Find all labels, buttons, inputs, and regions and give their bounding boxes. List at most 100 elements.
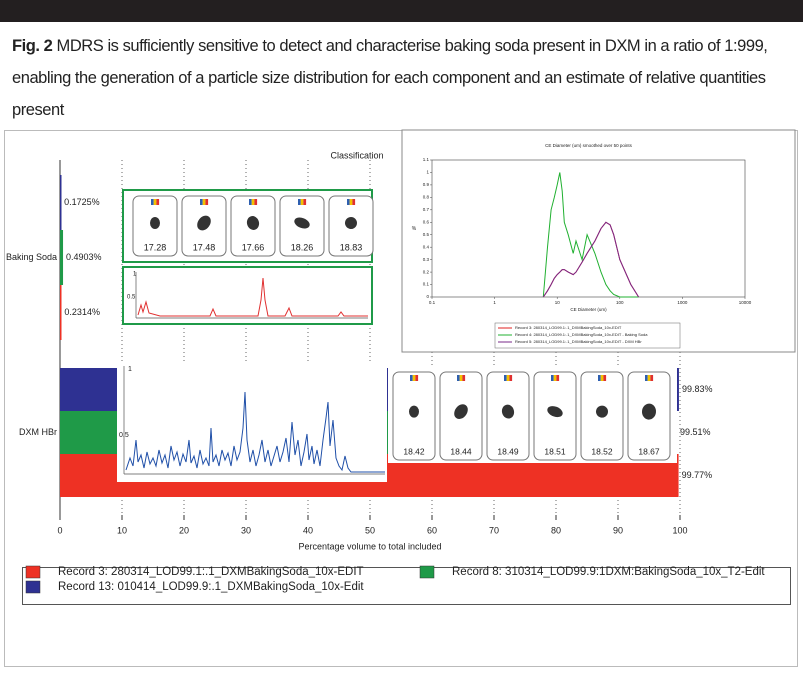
x-axis-title: CE Diameter (um)	[570, 307, 607, 312]
tile-marker	[303, 199, 306, 205]
particle-size: 18.83	[340, 242, 363, 252]
particle-size: 18.51	[544, 446, 566, 456]
tile-marker	[205, 199, 208, 205]
x-tick-label: 50	[365, 525, 375, 535]
bar	[60, 175, 62, 230]
x-tick-label: 0.1	[429, 300, 436, 305]
legend-swatch	[26, 566, 40, 578]
caption-label: Fig. 2	[12, 37, 52, 55]
tile-marker	[554, 375, 557, 381]
particle	[150, 217, 160, 229]
tile-marker	[507, 375, 510, 381]
particle-size: 17.66	[242, 242, 265, 252]
tile-marker	[648, 375, 651, 381]
y-axis-title: %	[412, 226, 417, 232]
y-tick-label: 0.4	[423, 244, 430, 249]
particle-size: 18.44	[450, 446, 472, 456]
legend-label: Record 8: 310314_LOD99.9:1DXM:BakingSoda…	[452, 566, 765, 578]
tile-marker	[460, 375, 463, 381]
tile-marker	[509, 375, 512, 381]
value-label: 0.1725%	[64, 197, 100, 207]
tile-marker	[203, 199, 206, 205]
x-tick-label: 1000	[677, 300, 688, 305]
tile-marker	[347, 199, 350, 205]
header-bar	[0, 0, 803, 22]
x-tick-label: 70	[489, 525, 499, 535]
tile-marker	[301, 199, 304, 205]
tile-marker	[457, 375, 460, 381]
bar	[60, 285, 62, 340]
tile-marker	[410, 375, 413, 381]
bar	[60, 230, 63, 285]
y-tick-label: 0.9	[423, 182, 430, 187]
y-tick-label: 0.3	[423, 257, 430, 262]
particle-size: 18.67	[638, 446, 660, 456]
particle	[409, 406, 419, 418]
x-axis-title: Percentage volume to total included	[298, 541, 441, 551]
particle-size: 17.28	[144, 242, 167, 252]
legend-label: Record 4: 280314_LOD99.1:.1_DXMBakingSod…	[515, 332, 648, 337]
x-tick-label: 40	[303, 525, 313, 535]
spectrum-panel	[123, 267, 372, 324]
tile-marker	[413, 375, 416, 381]
y-tick-label: 0.8	[423, 195, 430, 200]
x-tick-label: 0	[57, 525, 62, 535]
tile-marker	[350, 199, 353, 205]
caption-text: MDRS is sufficiently sensitive to detect…	[12, 37, 767, 119]
x-tick-label: 100	[672, 525, 687, 535]
page: Classification0102030405060708090100Perc…	[0, 0, 803, 675]
y-tick-label: 0.6	[423, 219, 430, 224]
caption: Fig. 2 MDRS is sufficiently sensitive to…	[12, 30, 794, 126]
chart-title: Classification	[330, 150, 383, 160]
legend-label: Record 5: 280314_LOD99.1:.1_DXMBakingSod…	[515, 339, 642, 344]
spectrum-tick: 1	[128, 366, 132, 373]
y-tick-label: 0.5	[423, 232, 430, 237]
tile-marker	[252, 199, 255, 205]
y-tick-label: 1.1	[423, 157, 430, 162]
tile-marker	[650, 375, 653, 381]
value-label: 99.51%	[680, 427, 711, 437]
tile-marker	[645, 375, 648, 381]
x-tick-label: 80	[551, 525, 561, 535]
x-tick-label: 10000	[739, 300, 752, 305]
tile-marker	[556, 375, 559, 381]
y-tick-label: Baking Soda	[6, 252, 57, 262]
x-tick-label: 10	[555, 300, 561, 305]
tile-marker	[254, 199, 257, 205]
tile-marker	[598, 375, 601, 381]
particle-size: 18.26	[291, 242, 314, 252]
x-tick-label: 90	[613, 525, 623, 535]
spectrum-tick: 0.5	[127, 295, 136, 301]
tile-marker	[249, 199, 252, 205]
tile-marker	[504, 375, 507, 381]
particle-size: 18.49	[497, 446, 519, 456]
y-tick-label: DXM HBr	[19, 427, 57, 437]
y-tick-label: 0.7	[423, 207, 430, 212]
particle-size: 18.42	[403, 446, 425, 456]
y-tick-label: 0.2	[423, 269, 430, 274]
tile-marker	[298, 199, 301, 205]
tile-marker	[603, 375, 606, 381]
value-label: 0.2314%	[64, 307, 100, 317]
spectrum-tick: 0.5	[119, 432, 129, 439]
legend-label: Record 3: 280314_LOD99.1:.1_DXMBakingSod…	[58, 566, 364, 578]
value-label: 0.4903%	[66, 252, 102, 262]
y-tick-label: 0.1	[423, 282, 430, 287]
tile-marker	[551, 375, 554, 381]
value-label: 99.77%	[682, 470, 713, 480]
chart-title: CE Diameter (um) smoothed over 50 points	[545, 143, 633, 148]
value-label: 99.83%	[682, 384, 713, 394]
x-tick-label: 30	[241, 525, 251, 535]
tile-marker	[151, 199, 154, 205]
tile-marker	[154, 199, 157, 205]
x-tick-label: 10	[117, 525, 127, 535]
legend-swatch	[420, 566, 434, 578]
tile-marker	[156, 199, 159, 205]
tile-marker	[415, 375, 418, 381]
tile-marker	[200, 199, 203, 205]
legend-swatch	[26, 581, 40, 593]
inset-frame	[402, 130, 795, 352]
tile-marker	[352, 199, 355, 205]
legend-label: Record 3: 280314_LOD99.1:.1_DXMBakingSod…	[515, 325, 622, 330]
